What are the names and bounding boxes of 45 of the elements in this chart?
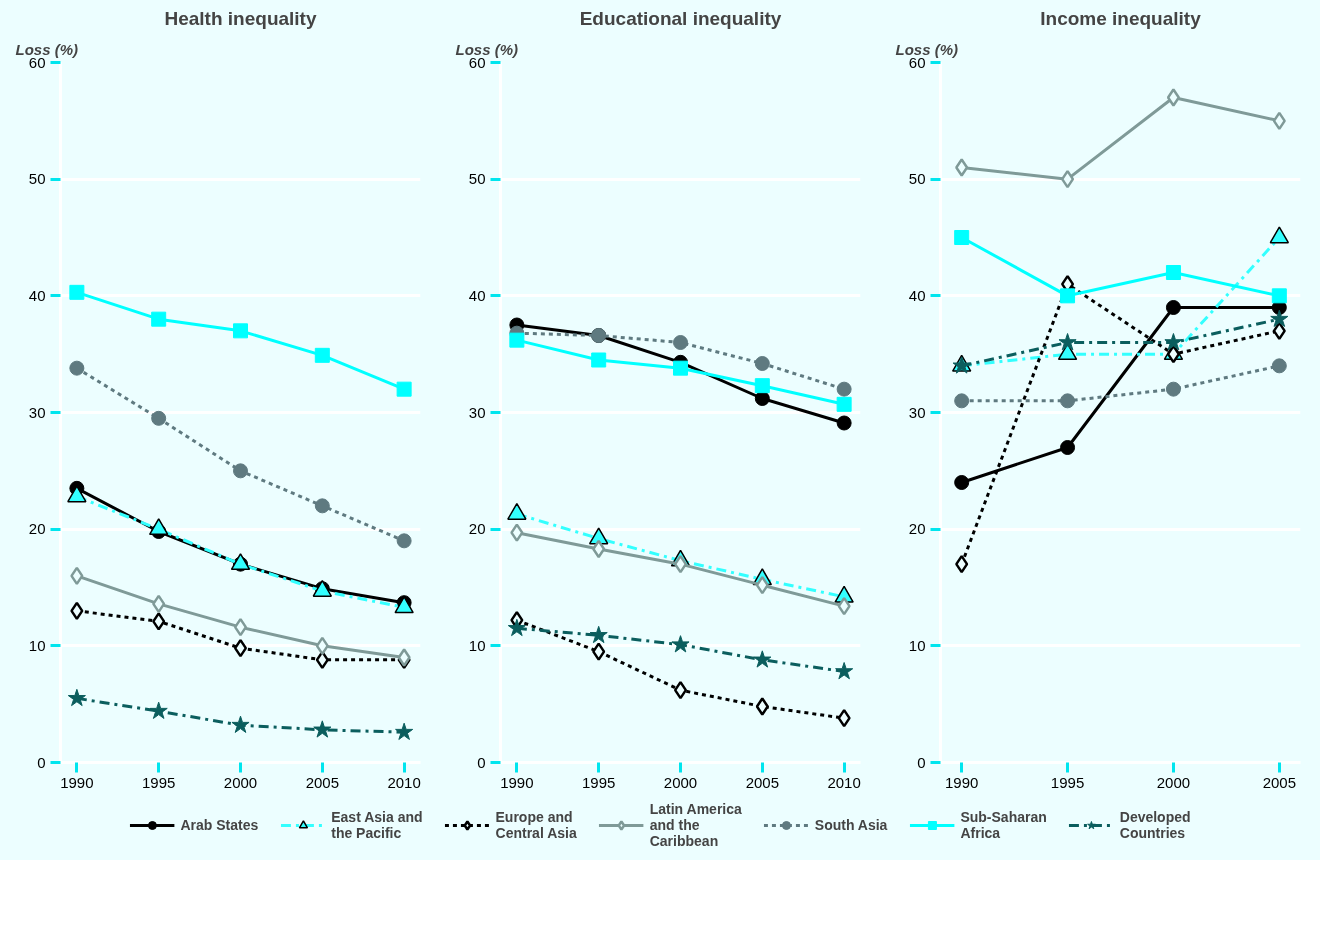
y-tick-label: 40: [908, 286, 926, 304]
y-tick-label: 30: [908, 403, 926, 421]
x-tick-label: 2005: [745, 773, 780, 791]
chart-title: Health inequality: [164, 7, 317, 29]
legend-label: Europe and Central Asia: [495, 809, 577, 841]
y-tick-label: 20: [28, 520, 46, 538]
x-tick-label: 1995: [1050, 773, 1085, 791]
y-tick-label: 20: [908, 520, 926, 538]
y-tick-label: 40: [468, 286, 486, 304]
x-tick-label: 1990: [944, 773, 979, 791]
y-tick-label: 20: [468, 520, 486, 538]
y-tick-label: 10: [468, 636, 486, 654]
y-tick-label: 10: [908, 636, 926, 654]
y-tick-label: 0: [37, 753, 46, 771]
legend-label: Sub-Saharan Africa: [960, 809, 1047, 841]
y-tick-label: 30: [28, 403, 46, 421]
x-tick-label: 1995: [142, 773, 176, 791]
legend-label: Latin America and the Caribbean: [649, 801, 742, 849]
legend-label: East Asia and the Pacific: [331, 809, 423, 841]
y-tick-label: 10: [28, 636, 46, 654]
y-tick-label: 30: [468, 403, 486, 421]
x-tick-label: 2000: [1156, 773, 1191, 791]
x-tick-label: 1990: [60, 773, 94, 791]
chart-title: Educational inequality: [579, 7, 782, 29]
y-tick-label: 0: [477, 753, 486, 771]
legend-label: Arab States: [180, 817, 259, 833]
y-axis-title: Loss (%): [15, 40, 79, 58]
y-axis-title: Loss (%): [895, 40, 959, 58]
x-tick-label: 2010: [387, 773, 421, 791]
y-tick-label: 50: [908, 170, 926, 188]
x-tick-label: 2010: [827, 773, 861, 791]
y-axis-title: Loss (%): [455, 40, 519, 58]
x-tick-label: 2000: [223, 773, 258, 791]
x-tick-label: 2005: [1262, 773, 1297, 791]
y-tick-label: 50: [468, 170, 486, 188]
legend-label: South Asia: [814, 817, 888, 833]
y-tick-label: 40: [28, 286, 46, 304]
legend-label: Developed Countries: [1119, 809, 1191, 841]
x-tick-label: 1995: [582, 773, 616, 791]
y-tick-label: 0: [917, 753, 926, 771]
chart-title: Income inequality: [1040, 7, 1202, 29]
x-tick-label: 2005: [305, 773, 340, 791]
x-tick-label: 1990: [500, 773, 534, 791]
x-tick-label: 2000: [663, 773, 698, 791]
y-tick-label: 50: [28, 170, 46, 188]
